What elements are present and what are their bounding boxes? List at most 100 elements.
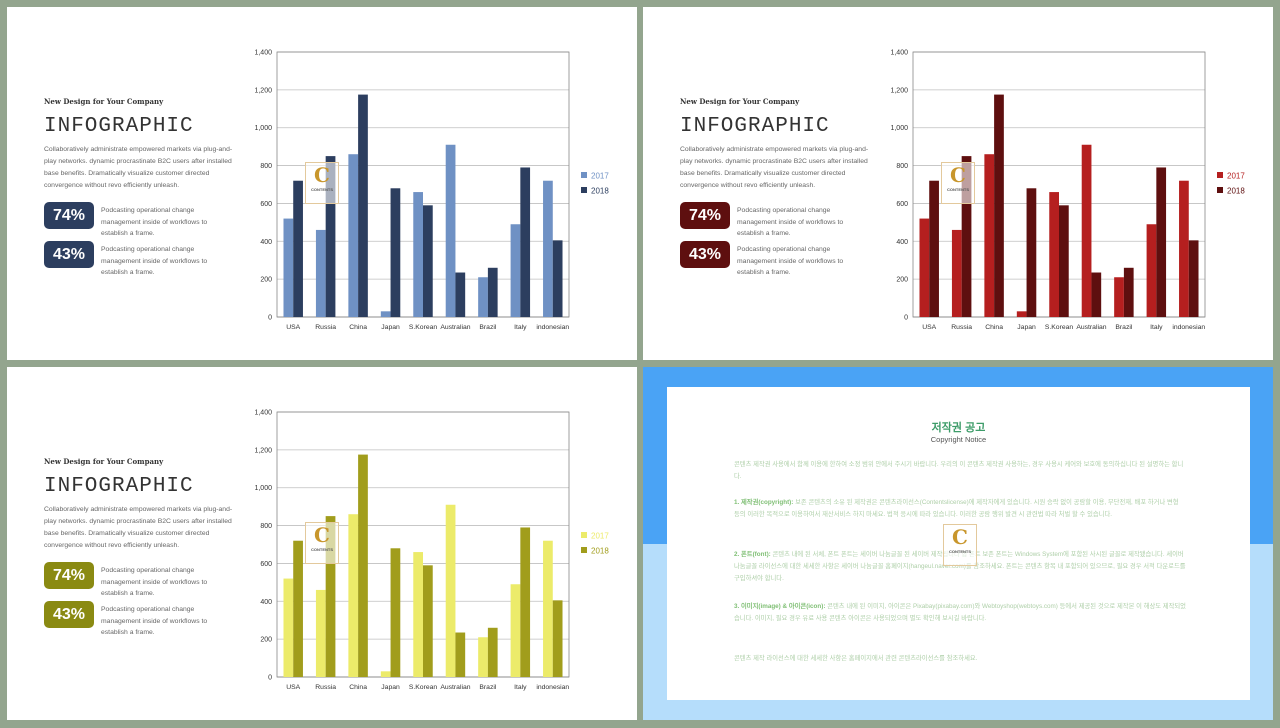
x-tick-label: China	[349, 684, 367, 691]
slide-copyright[interactable]: 저작권 공고 Copyright Notice 콘텐츠 제작권 사용에서 함께 …	[643, 367, 1273, 720]
bar-2018-Japan	[1026, 188, 1037, 317]
y-tick-label: 0	[268, 315, 272, 322]
x-tick-label: indonesian	[1172, 324, 1205, 331]
stat-text-1: Podcasting operational change management…	[101, 207, 208, 237]
legend-swatch	[581, 532, 587, 538]
bar-2017-China	[348, 154, 359, 317]
legend-swatch	[1217, 172, 1223, 178]
y-tick-label: 0	[268, 675, 272, 682]
copyright-paragraph-2: 1. 제작권(copyright): 보존 콘텐츠의 소유 된 제작권은 콘텐츠…	[734, 499, 1179, 518]
x-tick-label: Japan	[381, 324, 400, 331]
y-tick-label: 1,200	[890, 87, 908, 94]
bar-2017-Japan	[380, 311, 391, 317]
x-tick-label: China	[985, 324, 1003, 331]
bar-2018-Russia	[325, 516, 336, 677]
y-tick-label: 800	[260, 523, 272, 530]
watermark-logo: C CONTENTS	[943, 524, 977, 566]
bar-2018-Japan	[390, 188, 401, 317]
legend-swatch	[581, 187, 587, 193]
stat-badge-2: 43%	[44, 601, 94, 628]
y-tick-label: 600	[896, 201, 908, 208]
y-tick-label: 1,400	[254, 50, 272, 57]
bar-2017-Russia	[951, 229, 962, 317]
y-tick-label: 600	[260, 201, 272, 208]
bar-2017-Australian	[445, 504, 456, 677]
watermark-logo: C CONTENTS	[305, 522, 339, 564]
stat-badge-1: 74%	[44, 562, 94, 589]
bar-2017-Brazil	[478, 277, 488, 317]
x-tick-label: Russia	[315, 324, 336, 331]
x-tick-label: Italy	[1150, 324, 1163, 331]
x-tick-label: Italy	[514, 684, 527, 691]
bar-2018-Japan	[390, 548, 401, 677]
x-tick-label: S.Korean	[1045, 324, 1074, 331]
x-tick-label: Brazil	[1115, 324, 1132, 331]
stat-text-1: Podcasting operational change management…	[101, 567, 208, 597]
bar-2017-Japan	[1016, 311, 1027, 317]
legend-label: 2017	[591, 532, 609, 541]
bar-2017-Brazil	[1114, 277, 1124, 317]
bar-2018-S.Korean	[423, 205, 433, 317]
stat-text-2: Podcasting operational change management…	[101, 606, 208, 636]
bar-2017-Italy	[510, 224, 521, 317]
bar-2017-S.Korean	[413, 552, 423, 677]
y-tick-label: 1,000	[254, 125, 272, 132]
bar-2017-Italy	[510, 584, 521, 677]
bar-2017-indonesian	[1179, 180, 1189, 317]
bar-2018-Russia	[961, 156, 972, 317]
y-tick-label: 1,200	[254, 87, 272, 94]
legend-label: 2018	[591, 187, 609, 196]
bar-2017-S.Korean	[1049, 192, 1059, 317]
x-tick-label: S.Korean	[409, 324, 438, 331]
y-tick-label: 600	[260, 561, 272, 568]
x-tick-label: Australian	[440, 324, 470, 331]
slide-blue[interactable]: New Design for Your Company INFOGRAPHIC …	[7, 7, 637, 360]
slide-title: INFOGRAPHIC	[44, 115, 194, 138]
x-tick-label: USA	[922, 324, 936, 331]
legend-swatch	[1217, 187, 1223, 193]
watermark-logo: C CONTENTS	[305, 162, 339, 204]
bar-2017-Brazil	[478, 637, 488, 677]
slide-description: Collaboratively administrate empowered m…	[44, 146, 233, 189]
bar-2018-Australian	[1091, 272, 1102, 317]
watermark-logo: C CONTENTS	[941, 162, 975, 204]
bar-2017-Japan	[380, 671, 391, 677]
x-tick-label: Japan	[1017, 324, 1036, 331]
bar-2018-indonesian	[552, 600, 563, 677]
x-tick-label: Australian	[1076, 324, 1106, 331]
slide-description: Collaboratively administrate empowered m…	[44, 506, 233, 549]
y-tick-label: 0	[904, 315, 908, 322]
bar-2018-S.Korean	[1059, 205, 1069, 317]
bar-2018-Italy	[520, 167, 531, 317]
bar-2018-USA	[293, 180, 303, 317]
x-tick-label: USA	[286, 684, 300, 691]
legend-label: 2017	[1227, 172, 1245, 181]
bar-2018-Australian	[455, 272, 466, 317]
y-tick-label: 200	[260, 277, 272, 284]
copyright-paragraph-3: 2. 폰트(font): 콘텐츠 내에 된 서체, 폰트 폰트는 세이버 나눔글…	[734, 551, 1186, 582]
slide-red[interactable]: New Design for Your Company INFOGRAPHIC …	[643, 7, 1273, 360]
bar-chart: 0 200 400 600 800 1,000 1,200 1,400 USA Russia Chi…	[254, 50, 609, 332]
copyright-title: 저작권 공고	[931, 422, 986, 434]
bar-2018-S.Korean	[423, 565, 433, 677]
bar-2018-Italy	[1156, 167, 1167, 317]
bar-2017-indonesian	[543, 180, 553, 317]
y-tick-label: 400	[260, 239, 272, 246]
bar-chart: 0 200 400 600 800 1,000 1,200 1,400 USA Russia Chi…	[254, 410, 609, 692]
bar-2018-Italy	[520, 527, 531, 677]
stat-badge-1: 74%	[44, 202, 94, 229]
slide-yellow[interactable]: New Design for Your Company INFOGRAPHIC …	[7, 367, 637, 720]
bar-2018-China	[358, 454, 368, 677]
x-tick-label: indonesian	[536, 324, 569, 331]
x-tick-label: Japan	[381, 684, 400, 691]
y-tick-label: 800	[260, 163, 272, 170]
bar-2017-USA	[283, 578, 294, 677]
x-tick-label: Australian	[440, 684, 470, 691]
bar-2017-China	[348, 514, 359, 677]
bar-2018-USA	[929, 180, 939, 317]
bar-2017-China	[984, 154, 995, 317]
bar-2017-S.Korean	[413, 192, 423, 317]
y-tick-label: 1,400	[254, 410, 272, 417]
copyright-paragraph-5: 콘텐츠 제작 라이선스에 대한 세세한 사항은 홈페이지에서 관련 콘텐츠라이선…	[734, 655, 978, 662]
legend-swatch	[581, 547, 587, 553]
